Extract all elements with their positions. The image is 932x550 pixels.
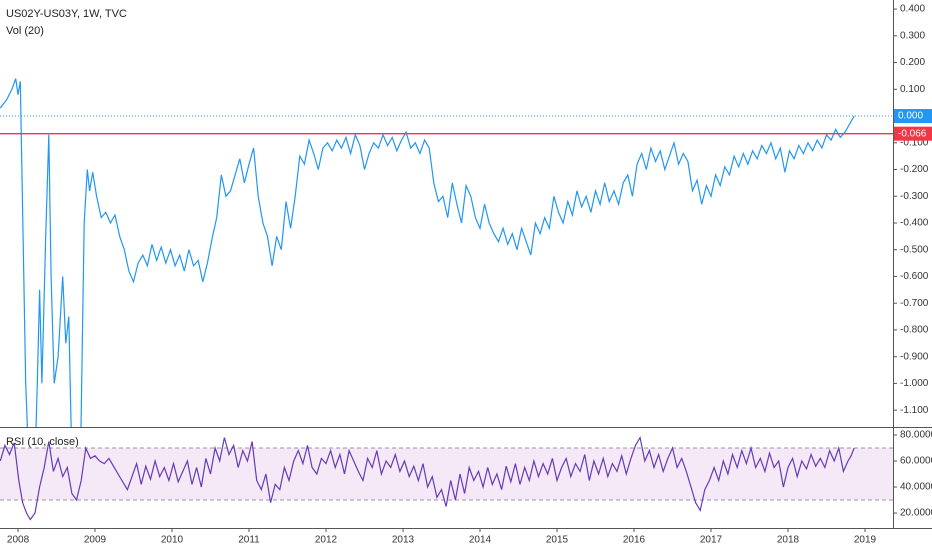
y-tick-label: -0.200 bbox=[900, 164, 929, 175]
price-tag bbox=[894, 126, 932, 141]
series-line bbox=[0, 435, 855, 521]
y-tick-label: 0.400 bbox=[900, 4, 925, 15]
x-tick-label: 2014 bbox=[469, 535, 492, 546]
x-tick-label: 2018 bbox=[777, 535, 800, 546]
x-tick-label: 2008 bbox=[7, 535, 30, 546]
y-tick-label: -0.600 bbox=[900, 271, 929, 282]
x-tick-label: 2011 bbox=[238, 535, 260, 546]
pane-title: US02Y-US03Y, 1W, TVC bbox=[6, 8, 127, 20]
y-tick-label: 0.100 bbox=[900, 84, 925, 95]
x-tick-label: 2012 bbox=[315, 535, 338, 546]
y-tick-label: -0.800 bbox=[900, 325, 929, 336]
y-tick-label: -0.500 bbox=[900, 244, 929, 255]
pane-title: RSI (10, close) bbox=[6, 436, 79, 448]
pane-subtitle: Vol (20) bbox=[6, 25, 44, 37]
y-tick-label: 20.0000 bbox=[900, 508, 932, 519]
pane bbox=[0, 435, 893, 521]
y-tick-label: -0.900 bbox=[900, 351, 929, 362]
y-tick-label: -0.300 bbox=[900, 191, 929, 202]
price-tag-label: 0.000 bbox=[898, 111, 923, 122]
y-tick-label: 80.0000 bbox=[900, 430, 932, 441]
x-tick-label: 2010 bbox=[161, 535, 184, 546]
series-line bbox=[0, 78, 855, 427]
x-tick-label: 2013 bbox=[392, 535, 415, 546]
rsi-band bbox=[0, 448, 893, 501]
y-tick-label: 0.200 bbox=[900, 57, 925, 68]
price-tag bbox=[894, 109, 932, 124]
y-tick-label: 0.300 bbox=[900, 30, 925, 41]
y-tick-label: -1.000 bbox=[900, 378, 929, 389]
y-tick-label: 40.0000 bbox=[900, 482, 932, 493]
y-tick-label: -0.100 bbox=[900, 137, 929, 148]
x-tick-label: 2015 bbox=[546, 535, 569, 546]
x-tick-label: 2016 bbox=[623, 535, 646, 546]
x-tick-label: 2019 bbox=[854, 535, 877, 546]
y-tick-label: -1.100 bbox=[900, 405, 929, 416]
price-tag-label: -0.066 bbox=[898, 128, 927, 139]
pane bbox=[0, 78, 893, 427]
x-tick-label: 2009 bbox=[84, 535, 107, 546]
y-tick-label: -0.400 bbox=[900, 218, 929, 229]
x-tick-label: 2017 bbox=[700, 535, 723, 546]
y-tick-label: -0.700 bbox=[900, 298, 929, 309]
y-tick-label: 60.0000 bbox=[900, 456, 932, 467]
